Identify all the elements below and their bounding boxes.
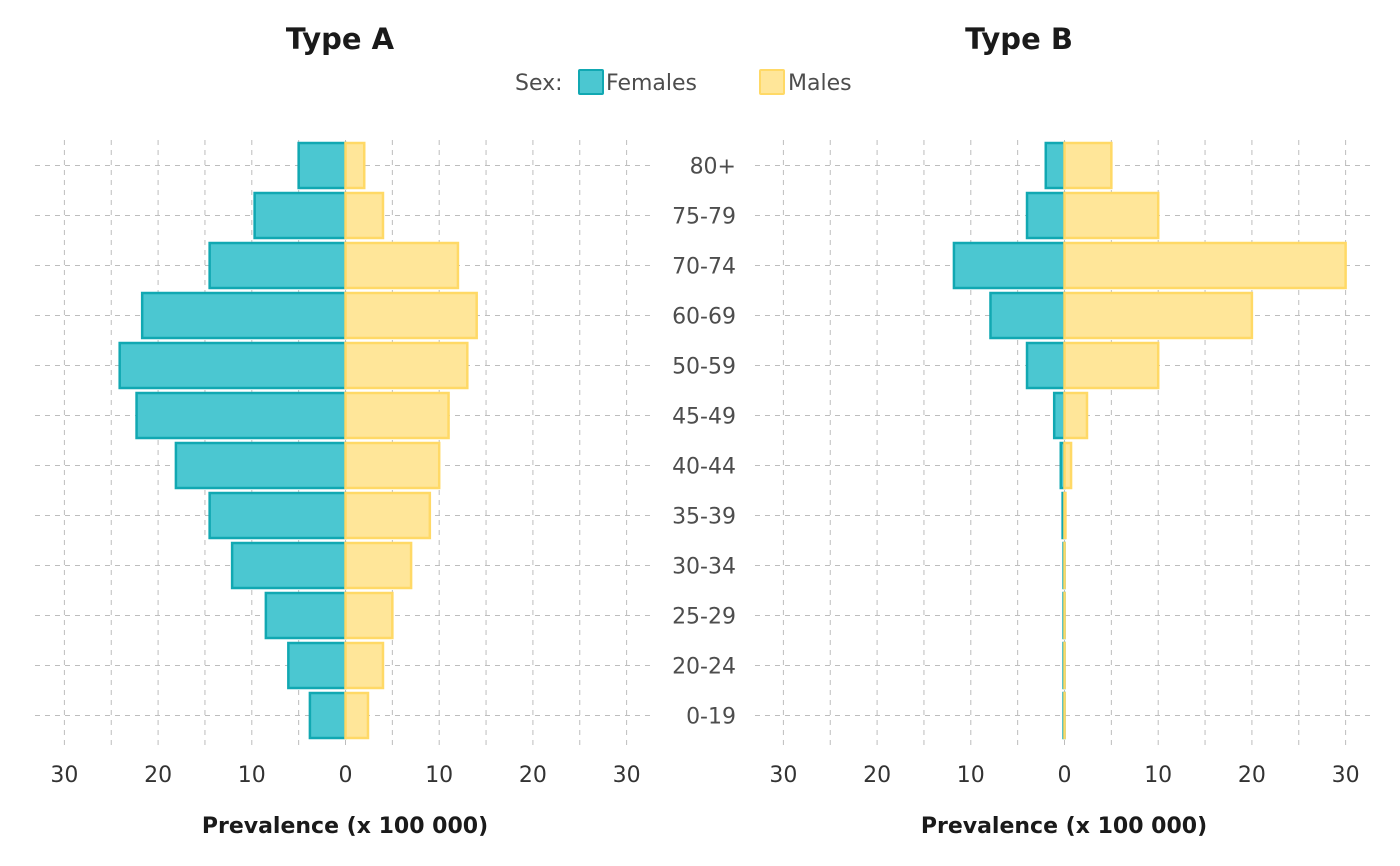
legend-swatch-females — [578, 69, 604, 95]
bar-males-35-39 — [344, 491, 432, 540]
bar-males-75-79 — [1063, 191, 1160, 240]
bar-females-40-44 — [174, 441, 347, 490]
bar-females-50-59 — [1025, 341, 1066, 390]
bar-males-45-49 — [1063, 391, 1089, 440]
chart-title-type-a: Type A — [286, 22, 395, 56]
bar-males-80+ — [344, 141, 366, 190]
legend-label-females: Females — [606, 71, 697, 96]
x-tick-label: 30 — [613, 763, 641, 788]
x-tick-label: 10 — [238, 763, 266, 788]
bar-males-40-44 — [344, 441, 441, 490]
bar-females-45-49 — [135, 391, 347, 440]
bar-females-35-39 — [208, 491, 347, 540]
age-group-label: 0-19 — [686, 705, 736, 730]
x-tick-label: 0 — [339, 763, 353, 788]
bars-type-b — [952, 141, 1347, 740]
bar-males-50-59 — [1063, 341, 1160, 390]
legend-label-males: Males — [788, 71, 852, 96]
bar-males-70-74 — [344, 241, 460, 290]
x-tick-label: 10 — [425, 763, 453, 788]
x-tick-label: 20 — [863, 763, 891, 788]
bar-males-70-74 — [1063, 241, 1347, 290]
age-group-label: 70-74 — [672, 255, 736, 280]
x-ticks-type-a: 30 20 10 0 10 20 30 — [50, 763, 640, 788]
age-group-label: 35-39 — [672, 505, 736, 530]
bar-males-30-34 — [344, 541, 413, 590]
age-group-label: 30-34 — [672, 555, 736, 580]
x-tick-label: 10 — [957, 763, 985, 788]
bar-females-30-34 — [230, 541, 347, 590]
bar-males-60-69 — [1063, 291, 1254, 340]
age-group-label: 75-79 — [672, 205, 736, 230]
bars-type-a — [118, 141, 478, 740]
grid-type-b — [755, 140, 1372, 745]
age-group-label: 60-69 — [672, 305, 736, 330]
age-group-label: 80+ — [690, 155, 736, 180]
bar-males-40-44 — [1063, 441, 1073, 490]
bar-males-60-69 — [344, 291, 478, 340]
bar-males-80+ — [1063, 141, 1113, 190]
x-tick-label: 10 — [1144, 763, 1172, 788]
bar-females-25-29 — [264, 591, 347, 640]
age-group-label: 50-59 — [672, 355, 736, 380]
bar-males-50-59 — [344, 341, 469, 390]
bar-males-20-24 — [344, 641, 385, 690]
legend-title: Sex: — [515, 71, 563, 96]
bar-females-75-79 — [1025, 191, 1066, 240]
x-tick-label: 30 — [50, 763, 78, 788]
bar-females-80+ — [1044, 141, 1066, 190]
legend: Sex: Females Males — [515, 69, 852, 96]
age-group-label: 45-49 — [672, 405, 736, 430]
x-tick-label: 20 — [144, 763, 172, 788]
x-tick-label: 0 — [1058, 763, 1072, 788]
x-tick-label: 30 — [1332, 763, 1360, 788]
age-group-label: 20-24 — [672, 655, 736, 680]
bar-males-75-79 — [344, 191, 385, 240]
bar-females-70-74 — [208, 241, 347, 290]
bar-males-25-29 — [344, 591, 394, 640]
chart-title-type-b: Type B — [965, 22, 1073, 56]
x-axis-label-type-b: Prevalence (x 100 000) — [921, 814, 1207, 839]
bar-females-60-69 — [140, 291, 347, 340]
x-tick-label: 30 — [769, 763, 797, 788]
bar-females-80+ — [297, 141, 347, 190]
x-tick-label: 20 — [519, 763, 547, 788]
panel-type-a: 30 20 10 0 10 20 30 Type A Prevalence (x 100 0… — [35, 22, 655, 839]
panel-type-b: 30 20 10 0 10 20 30 Type B Prevalence (x 100 0… — [755, 22, 1372, 839]
bar-males-35-39 — [1063, 491, 1067, 540]
age-group-label: 25-29 — [672, 605, 736, 630]
bar-males-0-19 — [344, 691, 370, 740]
bar-females-75-79 — [253, 191, 347, 240]
legend-swatch-males — [759, 69, 785, 95]
bar-females-0-19 — [308, 691, 347, 740]
bar-females-20-24 — [287, 641, 347, 690]
bar-females-60-69 — [989, 291, 1066, 340]
age-group-labels: 0-19 20-24 25-29 30-34 35-39 40-44 45-49 50-59 6… — [672, 155, 736, 730]
age-group-label: 40-44 — [672, 455, 736, 480]
bar-males-45-49 — [344, 391, 450, 440]
bar-females-50-59 — [118, 341, 347, 390]
x-tick-label: 20 — [1238, 763, 1266, 788]
x-axis-label-type-a: Prevalence (x 100 000) — [202, 814, 488, 839]
bar-females-70-74 — [952, 241, 1066, 290]
x-ticks-type-b: 30 20 10 0 10 20 30 — [769, 763, 1359, 788]
bar-females-45-49 — [1052, 391, 1066, 440]
